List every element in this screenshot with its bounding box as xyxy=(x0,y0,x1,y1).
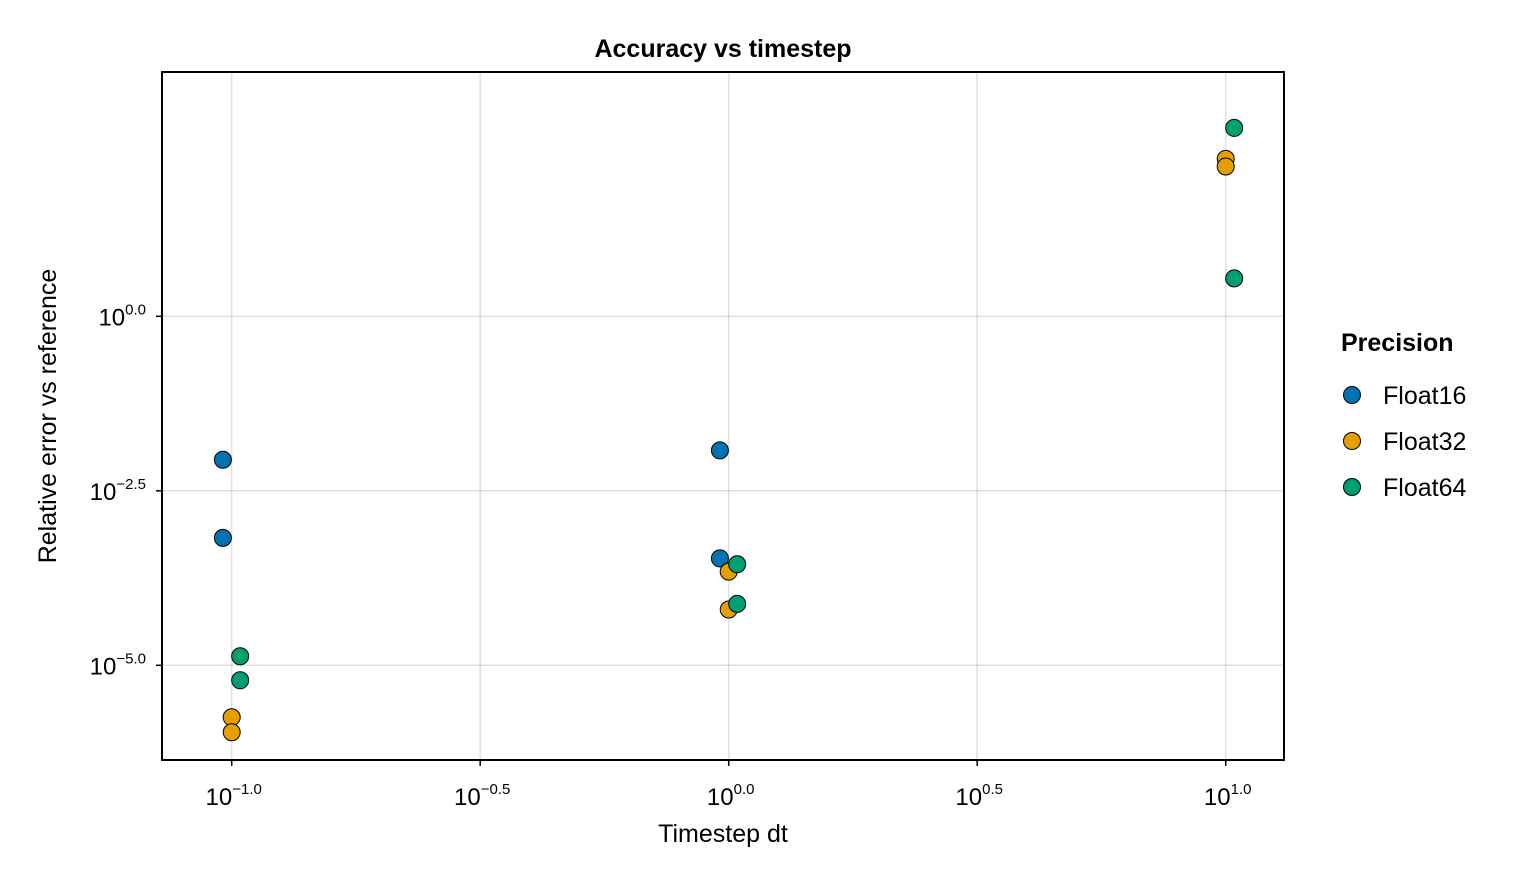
x-tick-label: 10−1.0 xyxy=(206,781,262,811)
legend-marker xyxy=(1343,432,1361,450)
data-point-float16 xyxy=(213,450,232,469)
y-tick-label: 10−5.0 xyxy=(90,650,146,680)
data-points xyxy=(213,118,1244,742)
data-point-float16 xyxy=(213,528,232,547)
series-float16 xyxy=(213,441,729,568)
x-axis-label: Timestep dt xyxy=(658,820,788,848)
data-point-float64 xyxy=(1225,118,1244,137)
legend-marker xyxy=(1343,386,1361,404)
data-point-float64 xyxy=(231,671,250,690)
data-point-float64 xyxy=(231,647,250,666)
chart-title: Accuracy vs timestep xyxy=(594,35,851,63)
y-tick-label-base: 10 xyxy=(90,653,117,680)
x-tick-label-base: 10 xyxy=(955,784,982,811)
grid-lines xyxy=(162,72,1284,760)
legend: Precision Float16 Float32 Float64 xyxy=(1341,329,1466,502)
y-axis-label: Relative error vs reference xyxy=(34,269,62,564)
series-float32 xyxy=(222,149,1235,742)
x-tick-label: 10−0.5 xyxy=(454,781,510,811)
y-tick-label-base: 10 xyxy=(98,304,125,331)
y-tick-label-exponent: −2.5 xyxy=(116,476,146,493)
x-tick-label-exponent: 0.0 xyxy=(734,781,755,798)
y-tick-label-exponent: −5.0 xyxy=(116,650,146,667)
x-tick-label-base: 10 xyxy=(707,784,734,811)
data-point-float64 xyxy=(728,594,747,613)
series-float64 xyxy=(231,118,1244,690)
legend-marker xyxy=(1343,478,1361,496)
data-point-float16 xyxy=(710,549,729,568)
legend-item-float32: Float32 xyxy=(1343,428,1466,456)
x-tick-label-base: 10 xyxy=(206,784,233,811)
y-tick-label-exponent: 0.0 xyxy=(125,301,146,318)
plot-frame xyxy=(161,71,1285,761)
legend-label: Float64 xyxy=(1383,474,1466,502)
x-axis-ticks: 10−1.0 10−0.5 100.0 100.5 101.0 xyxy=(206,760,1252,811)
x-tick-label-exponent: 0.5 xyxy=(982,781,1003,798)
legend-items: Float16 Float32 Float64 xyxy=(1343,382,1466,502)
data-point-float32 xyxy=(222,723,241,742)
y-tick-label-base: 10 xyxy=(90,479,117,506)
x-tick-label-exponent: −1.0 xyxy=(232,781,262,798)
y-tick-label: 100.0 xyxy=(98,301,146,331)
data-point-float64 xyxy=(1225,269,1244,288)
x-tick-label-base: 10 xyxy=(1204,784,1231,811)
x-tick-label-exponent: −0.5 xyxy=(481,781,511,798)
y-tick-label: 10−2.5 xyxy=(90,476,146,506)
legend-item-float64: Float64 xyxy=(1343,474,1466,502)
x-tick-label-exponent: 1.0 xyxy=(1231,781,1252,798)
x-tick-label: 101.0 xyxy=(1204,781,1252,811)
data-point-float32 xyxy=(1216,157,1235,176)
data-point-float64 xyxy=(728,555,747,574)
y-axis-ticks: 100.010−2.510−5.0 xyxy=(90,301,162,680)
x-tick-label: 100.0 xyxy=(707,781,755,811)
legend-item-float16: Float16 xyxy=(1343,382,1466,410)
legend-label: Float16 xyxy=(1383,382,1466,410)
data-point-float16 xyxy=(710,441,729,460)
legend-label: Float32 xyxy=(1383,428,1466,456)
x-tick-label-base: 10 xyxy=(454,784,481,811)
x-tick-label: 100.5 xyxy=(955,781,1003,811)
legend-title: Precision xyxy=(1341,329,1454,357)
